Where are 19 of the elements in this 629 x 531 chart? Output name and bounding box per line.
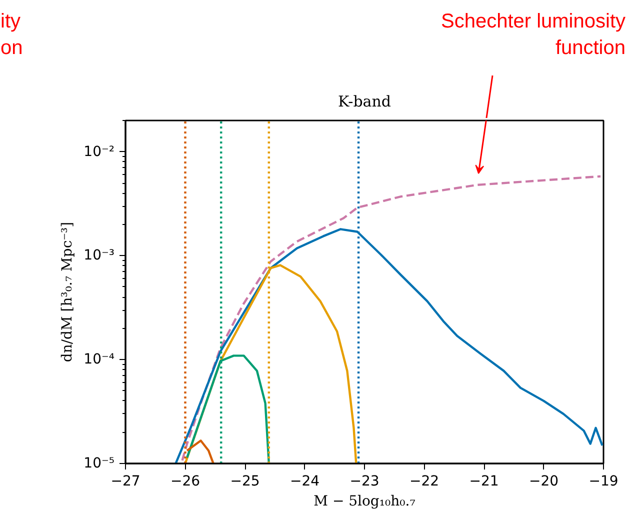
y-tick-label: 10⁻² <box>84 144 115 160</box>
line-series <box>181 175 602 462</box>
x-tick-label: −25 <box>230 474 260 490</box>
y-axis-title: dn/dM [h³₀.₇ Mpc⁻³] <box>60 222 76 362</box>
y-tick-label: 10⁻⁵ <box>84 456 115 472</box>
x-tick-label: −23 <box>350 474 380 490</box>
text: Schechter luminosity function <box>440 10 626 59</box>
x-tick-label: −27 <box>110 474 140 490</box>
chart-title: K-band <box>338 92 392 110</box>
x-tick-label: −21 <box>469 474 499 490</box>
x-tick-label: −26 <box>170 474 200 490</box>
x-tick-label: −22 <box>409 474 440 490</box>
x-tick-label: −20 <box>528 474 559 490</box>
x-tick-label: −24 <box>290 474 320 490</box>
y-tick-label: 10⁻⁴ <box>84 352 115 368</box>
text: ity on <box>0 10 23 59</box>
x-tick-label: −19 <box>588 474 618 490</box>
y-tick-label: 10⁻³ <box>84 248 115 264</box>
x-axis-title: M − 5log₁₀h₀.₇ <box>314 494 416 510</box>
